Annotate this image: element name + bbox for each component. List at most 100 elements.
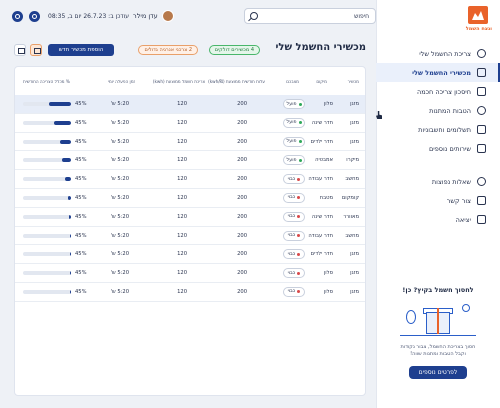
cell-monthly-kwh: 120 <box>177 251 187 258</box>
sidebar-item-5[interactable]: שירותים נוספים <box>376 139 500 158</box>
status-toggle[interactable]: פועל <box>283 117 305 128</box>
header-location[interactable]: מיקום <box>316 79 327 84</box>
cell-share-pct: 45% <box>75 157 87 164</box>
header-monthly-kwh[interactable]: צריכת חשמל ממוצעת (kwh) <box>152 79 205 84</box>
status-dot-icon <box>298 158 302 162</box>
settings-icon[interactable] <box>12 10 23 22</box>
cell-monthly-kwh: 120 <box>177 232 187 239</box>
table-row[interactable]: מאוורר חדר שינה כבוי 200 120 5:20 ש' 45% <box>15 208 365 227</box>
status-toggle[interactable]: כבוי <box>283 268 305 279</box>
sidebar-item-label: יציאה <box>455 215 471 224</box>
status-dot-icon <box>297 252 301 256</box>
cell-location: חדר שינה <box>311 213 333 220</box>
cell-daily-time: 5:20 ש' <box>110 270 129 277</box>
question-icon <box>477 177 486 186</box>
sidebar-item-6[interactable]: שאלות נפוצות <box>376 172 500 191</box>
status-toggle[interactable]: כבוי <box>283 249 305 260</box>
sidebar-item-label: תשלומים וחשבוניות <box>418 125 471 134</box>
share-progress-bar <box>23 139 71 144</box>
sidebar-item-4[interactable]: תשלומים וחשבוניות <box>376 120 500 139</box>
list-view-icon[interactable] <box>30 44 42 56</box>
table-row[interactable]: מזגן חדר ילדים כבוי 200 120 5:20 ש' 45% <box>15 245 365 265</box>
promo-details-button[interactable]: לפרטים נוספים <box>408 366 468 379</box>
sidebar-item-1[interactable]: מכשירי החשמל שלי <box>376 63 500 82</box>
table-header: מכשיר מיקום מצבכם עלות חודשית ממוצעת (₪/… <box>15 79 365 91</box>
cell-daily-time: 5:20 ש' <box>110 101 129 107</box>
sidebar-item-3[interactable]: הטבות המתנות <box>376 101 500 120</box>
table-row[interactable]: מזגן סלון כבוי 200 120 5:20 ש' 45% <box>15 264 365 283</box>
add-device-button[interactable]: הוספת מכשיר חדש <box>48 44 114 56</box>
cell-share-pct: 45% <box>75 213 87 220</box>
table-row[interactable]: קומקום מטבח כבוי 200 120 5:20 ש' 45% <box>15 189 365 208</box>
sidebar-item-label: הטבות המתנות <box>429 106 471 115</box>
brand-logo-text: ונצח השמל <box>465 26 492 32</box>
cell-monthly-kwh: 120 <box>177 119 187 126</box>
search-input[interactable] <box>245 12 375 20</box>
cell-location: חדר שינה <box>311 119 333 126</box>
share-progress-fill <box>69 233 71 238</box>
status-dot-icon <box>297 215 301 219</box>
status-toggle[interactable]: כבוי <box>283 230 305 241</box>
table-row[interactable]: מחשב חדר עבודה כבוי 200 120 5:20 ש' 45% <box>15 170 365 189</box>
sidebar-item-2[interactable]: חיסכון צריכה חכמה <box>376 82 500 101</box>
status-toggle[interactable]: כבוי <box>283 174 305 185</box>
share-progress-bar <box>23 195 71 200</box>
devices-table: מכשיר מיקום מצבכם עלות חודשית ממוצעת (₪/… <box>14 66 366 396</box>
status-label: כבוי <box>287 233 296 239</box>
status-toggle[interactable]: כבוי <box>283 286 305 297</box>
cell-monthly-cost: 200 <box>237 232 247 239</box>
refresh-icon[interactable] <box>29 10 40 22</box>
cell-location: סלון <box>323 101 333 107</box>
table-row[interactable]: מיקרו אמבטיה פועל 200 120 5:20 ש' 45% <box>15 151 365 171</box>
sidebar-item-8[interactable]: יציאה <box>376 210 500 229</box>
cell-monthly-kwh: 120 <box>177 176 187 183</box>
home-view-icon[interactable] <box>14 44 26 56</box>
status-toggle[interactable]: פועל <box>283 136 305 147</box>
search-icon[interactable] <box>250 12 258 20</box>
cell-location: מטבח <box>319 194 333 201</box>
cell-monthly-cost: 200 <box>237 288 247 295</box>
avatar[interactable] <box>161 10 174 22</box>
table-row[interactable]: מזגן סלון כבוי 200 120 5:20 ש' 45% <box>15 283 365 302</box>
cell-monthly-kwh: 120 <box>177 157 187 164</box>
header-status[interactable]: מצבכם <box>286 79 299 84</box>
share-progress-bar <box>23 289 71 294</box>
sidebar-item-7[interactable]: צור קשר <box>376 191 500 210</box>
status-dot-icon <box>297 290 301 294</box>
sidebar-item-0[interactable]: צריכת החשמל שלי <box>376 44 500 63</box>
table-row[interactable]: מחשב חדר עבודה כבוי 200 120 5:20 ש' 45% <box>15 227 365 246</box>
cell-daily-time: 5:20 ש' <box>110 157 129 164</box>
header-device[interactable]: מכשיר <box>347 79 359 84</box>
cell-monthly-cost: 200 <box>237 101 247 107</box>
header-daily-time[interactable]: זמן הפעלה יומי <box>107 79 135 84</box>
status-dot-icon <box>297 177 301 181</box>
status-toggle[interactable]: פועל <box>283 99 305 109</box>
cell-device: מחשב <box>345 176 359 183</box>
table-row[interactable]: מזגן סלון פועל 200 120 5:20 ש' 45% <box>15 95 365 114</box>
status-toggle[interactable]: פועל <box>283 155 305 166</box>
cell-daily-time: 5:20 ש' <box>110 119 129 126</box>
cell-daily-time: 5:20 ש' <box>110 251 129 258</box>
table-row[interactable]: מזגן חדר ילדים פועל 200 120 5:20 ש' 45% <box>15 133 365 152</box>
cell-daily-time: 5:20 ש' <box>110 213 129 220</box>
header-share[interactable]: % מכלל הצריכה החודשית <box>23 79 70 84</box>
cell-share-pct: 45% <box>75 194 87 201</box>
cell-location: אמבטיה <box>315 157 333 164</box>
promo-title: לחסוך חשמל בקיץ? כן! <box>402 286 474 294</box>
status-toggle[interactable]: כבוי <box>283 192 305 203</box>
status-dot-icon <box>297 271 301 275</box>
share-progress-bar <box>23 158 71 163</box>
cell-monthly-cost: 200 <box>237 157 247 164</box>
status-toggle[interactable]: כבוי <box>283 211 305 222</box>
brand-logo-icon[interactable] <box>468 6 488 24</box>
header-monthly-cost[interactable]: עלות חודשית ממוצעת (₪/kwh) <box>208 79 265 84</box>
cell-device: מזגן <box>350 251 359 258</box>
sidebar-item-label: צור קשר <box>446 196 471 205</box>
status-label: כבוי <box>287 176 296 182</box>
cell-location: חדר ילדים <box>310 138 333 145</box>
promo-card: לחסוך חשמל בקיץ? כן! חסוך בצריכת החשמל, … <box>384 280 492 400</box>
table-row[interactable]: מזגן חדר שינה פועל 200 120 5:20 ש' 45% <box>15 114 365 133</box>
user-name[interactable]: עדן מילר <box>133 12 158 20</box>
status-label: פועל <box>286 157 297 163</box>
share-progress-fill <box>69 214 71 219</box>
